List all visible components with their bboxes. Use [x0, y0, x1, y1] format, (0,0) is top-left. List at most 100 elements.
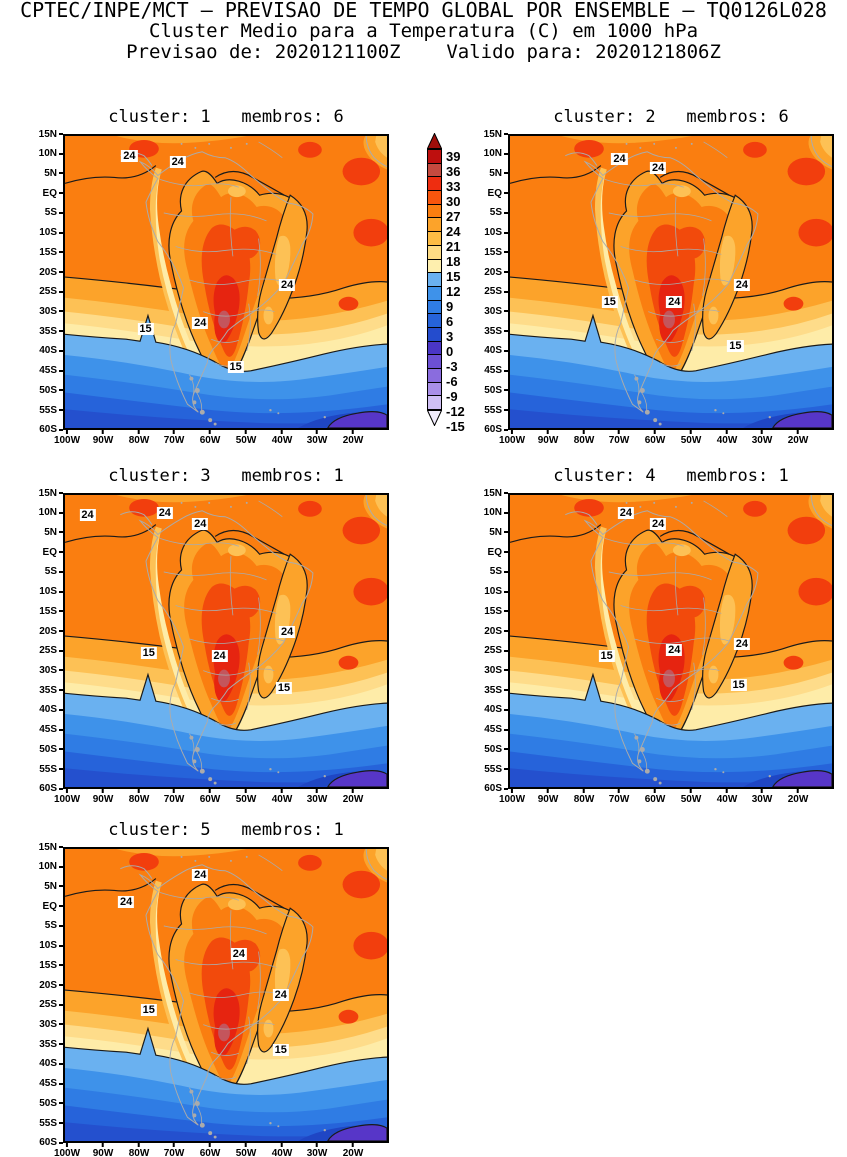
lon-tick-label: 30W: [307, 789, 328, 805]
lon-tick-label: 100W: [54, 789, 80, 805]
contour-label: 15: [601, 296, 618, 309]
lat-tick-label: 50S: [29, 1098, 63, 1109]
colorbar-cell: [427, 354, 442, 369]
lon-tick-label: 100W: [54, 430, 80, 446]
lon-axis: 100W 90W 80W 70W 60W 50W 40W 30W 20W: [54, 789, 389, 807]
lon-tick-label: 80W: [129, 1143, 150, 1157]
panel-title: cluster: 1 membros: 6: [108, 107, 344, 127]
lon-axis: 100W 90W 80W 70W 60W 50W 40W 30W 20W: [499, 430, 834, 448]
lat-tick-label: 10S: [474, 586, 508, 597]
lat-tick-label: 45S: [29, 724, 63, 735]
lon-tick-label: 30W: [752, 789, 773, 805]
colorbar-cell: [427, 176, 442, 192]
colorbar-cell: [427, 258, 442, 274]
contour-label: 24: [118, 895, 135, 908]
lon-tick-label: 30W: [307, 430, 328, 446]
lat-tick-label: 35S: [29, 685, 63, 696]
lat-tick-label: 60S: [29, 424, 63, 435]
contour-label: 15: [137, 322, 154, 335]
lon-axis: 100W 90W 80W 70W 60W 50W 40W 30W 20W: [54, 1143, 389, 1157]
lat-tick-label: 45S: [29, 1078, 63, 1089]
contour-labels: 24 24 24 24 15 15: [65, 849, 387, 1141]
lon-tick-label: 50W: [236, 430, 257, 446]
contour-label: 15: [598, 649, 615, 662]
lat-tick-label: 15S: [29, 960, 63, 971]
colorbar-cell: [427, 149, 442, 164]
panel-cluster-4: cluster: 4 membros: 1 15N 10N 5N EQ 5S 10S 15S…: [474, 463, 846, 815]
contour-label: 15: [727, 340, 744, 353]
contour-label: 15: [140, 1003, 157, 1016]
contour-label: 15: [730, 678, 747, 691]
contour-label: 24: [666, 643, 683, 656]
lat-tick-label: 40S: [29, 1058, 63, 1069]
panel-cluster-1: cluster: 1 membros: 6 15N 10N 5N EQ 5S 10S 15S…: [29, 104, 401, 456]
lat-tick-label: EQ: [474, 547, 508, 558]
lon-tick-label: 20W: [788, 789, 809, 805]
contour-label: 24: [733, 278, 750, 291]
colorbar-cell: [427, 162, 442, 178]
contour-label: 24: [156, 506, 173, 519]
lat-tick-label: 30S: [29, 306, 63, 317]
contour-label: 24: [79, 509, 96, 522]
chart-header: CPTEC/INPE/MCT — PREVISAO DE TEMPO GLOBA…: [0, 0, 847, 63]
lat-tick-label: 60S: [29, 1137, 63, 1148]
lon-tick-label: 90W: [93, 1143, 114, 1157]
contour-labels: 24 24 24 24 15 15: [510, 136, 832, 428]
contour-labels: 24 24 24 24 24 15 15: [65, 495, 387, 787]
lon-tick-label: 40W: [717, 789, 738, 805]
lat-axis: 15N 10N 5N EQ 5S 10S 15S 20S 25S 30S 35S 40S 45S 50S 5…: [29, 842, 63, 1149]
lat-axis: 15N 10N 5N EQ 5S 10S 15S 20S 25S 30S 35S 40S 45S 50S 5…: [474, 129, 508, 436]
colorbar-level-label: 27: [446, 209, 461, 224]
contour-label: 24: [649, 518, 667, 531]
colorbar-cell: [427, 231, 442, 246]
lon-tick-label: 80W: [574, 430, 595, 446]
lon-tick-label: 40W: [272, 1143, 293, 1157]
colorbar-cell: [427, 217, 442, 233]
colorbar-cell: [427, 340, 442, 356]
lat-tick-label: 20S: [474, 626, 508, 637]
lon-tick-label: 20W: [788, 430, 809, 446]
lon-tick-label: 80W: [129, 430, 150, 446]
lon-tick-label: 90W: [93, 789, 114, 805]
lon-tick-label: 90W: [538, 430, 559, 446]
lat-tick-label: 20S: [29, 980, 63, 991]
lat-tick-label: 10N: [29, 148, 63, 159]
colorbar-level-label: -3: [446, 359, 458, 374]
lon-tick-label: 70W: [609, 430, 630, 446]
lat-tick-label: 55S: [29, 764, 63, 775]
lat-tick-label: EQ: [474, 188, 508, 199]
colorbar-cell: [427, 326, 442, 342]
lon-tick-label: 40W: [272, 430, 293, 446]
contour-label: 15: [272, 1044, 289, 1057]
colorbar-level-label: 39: [446, 149, 461, 164]
colorbar-level-label: -15: [446, 419, 465, 434]
lon-tick-label: 70W: [164, 789, 185, 805]
lat-tick-label: 35S: [474, 326, 508, 337]
contour-label: 24: [617, 506, 635, 519]
lon-tick-label: 50W: [236, 789, 257, 805]
colorbar-cell: [427, 203, 442, 219]
lat-tick-label: 35S: [474, 685, 508, 696]
lat-tick-label: 15N: [29, 842, 63, 853]
contour-label: 15: [275, 681, 293, 694]
lat-tick-label: 40S: [29, 704, 63, 715]
lon-tick-label: 50W: [236, 1143, 257, 1157]
lat-tick-label: 10N: [29, 507, 63, 518]
lat-tick-label: 5N: [29, 527, 63, 538]
lat-axis: 15N 10N 5N EQ 5S 10S 15S 20S 25S 30S 35S 40S 45S 50S 5…: [29, 129, 63, 436]
lat-tick-label: 50S: [29, 744, 63, 755]
map-plot: 24 24 24 24 15 15: [63, 134, 389, 430]
colorbar-arrow-down-icon: [427, 410, 442, 426]
lon-tick-label: 70W: [164, 1143, 185, 1157]
colorbar-level-label: -6: [446, 374, 458, 389]
lat-tick-label: 50S: [29, 385, 63, 396]
lon-tick-label: 20W: [343, 1143, 364, 1157]
temperature-colorbar: [427, 133, 487, 426]
lat-tick-label: 35S: [29, 1039, 63, 1050]
lat-tick-label: 10S: [29, 227, 63, 238]
lat-tick-label: 10S: [29, 586, 63, 597]
colorbar-level-label: 24: [446, 224, 461, 239]
lon-tick-label: 20W: [343, 789, 364, 805]
lon-tick-label: 90W: [538, 789, 559, 805]
